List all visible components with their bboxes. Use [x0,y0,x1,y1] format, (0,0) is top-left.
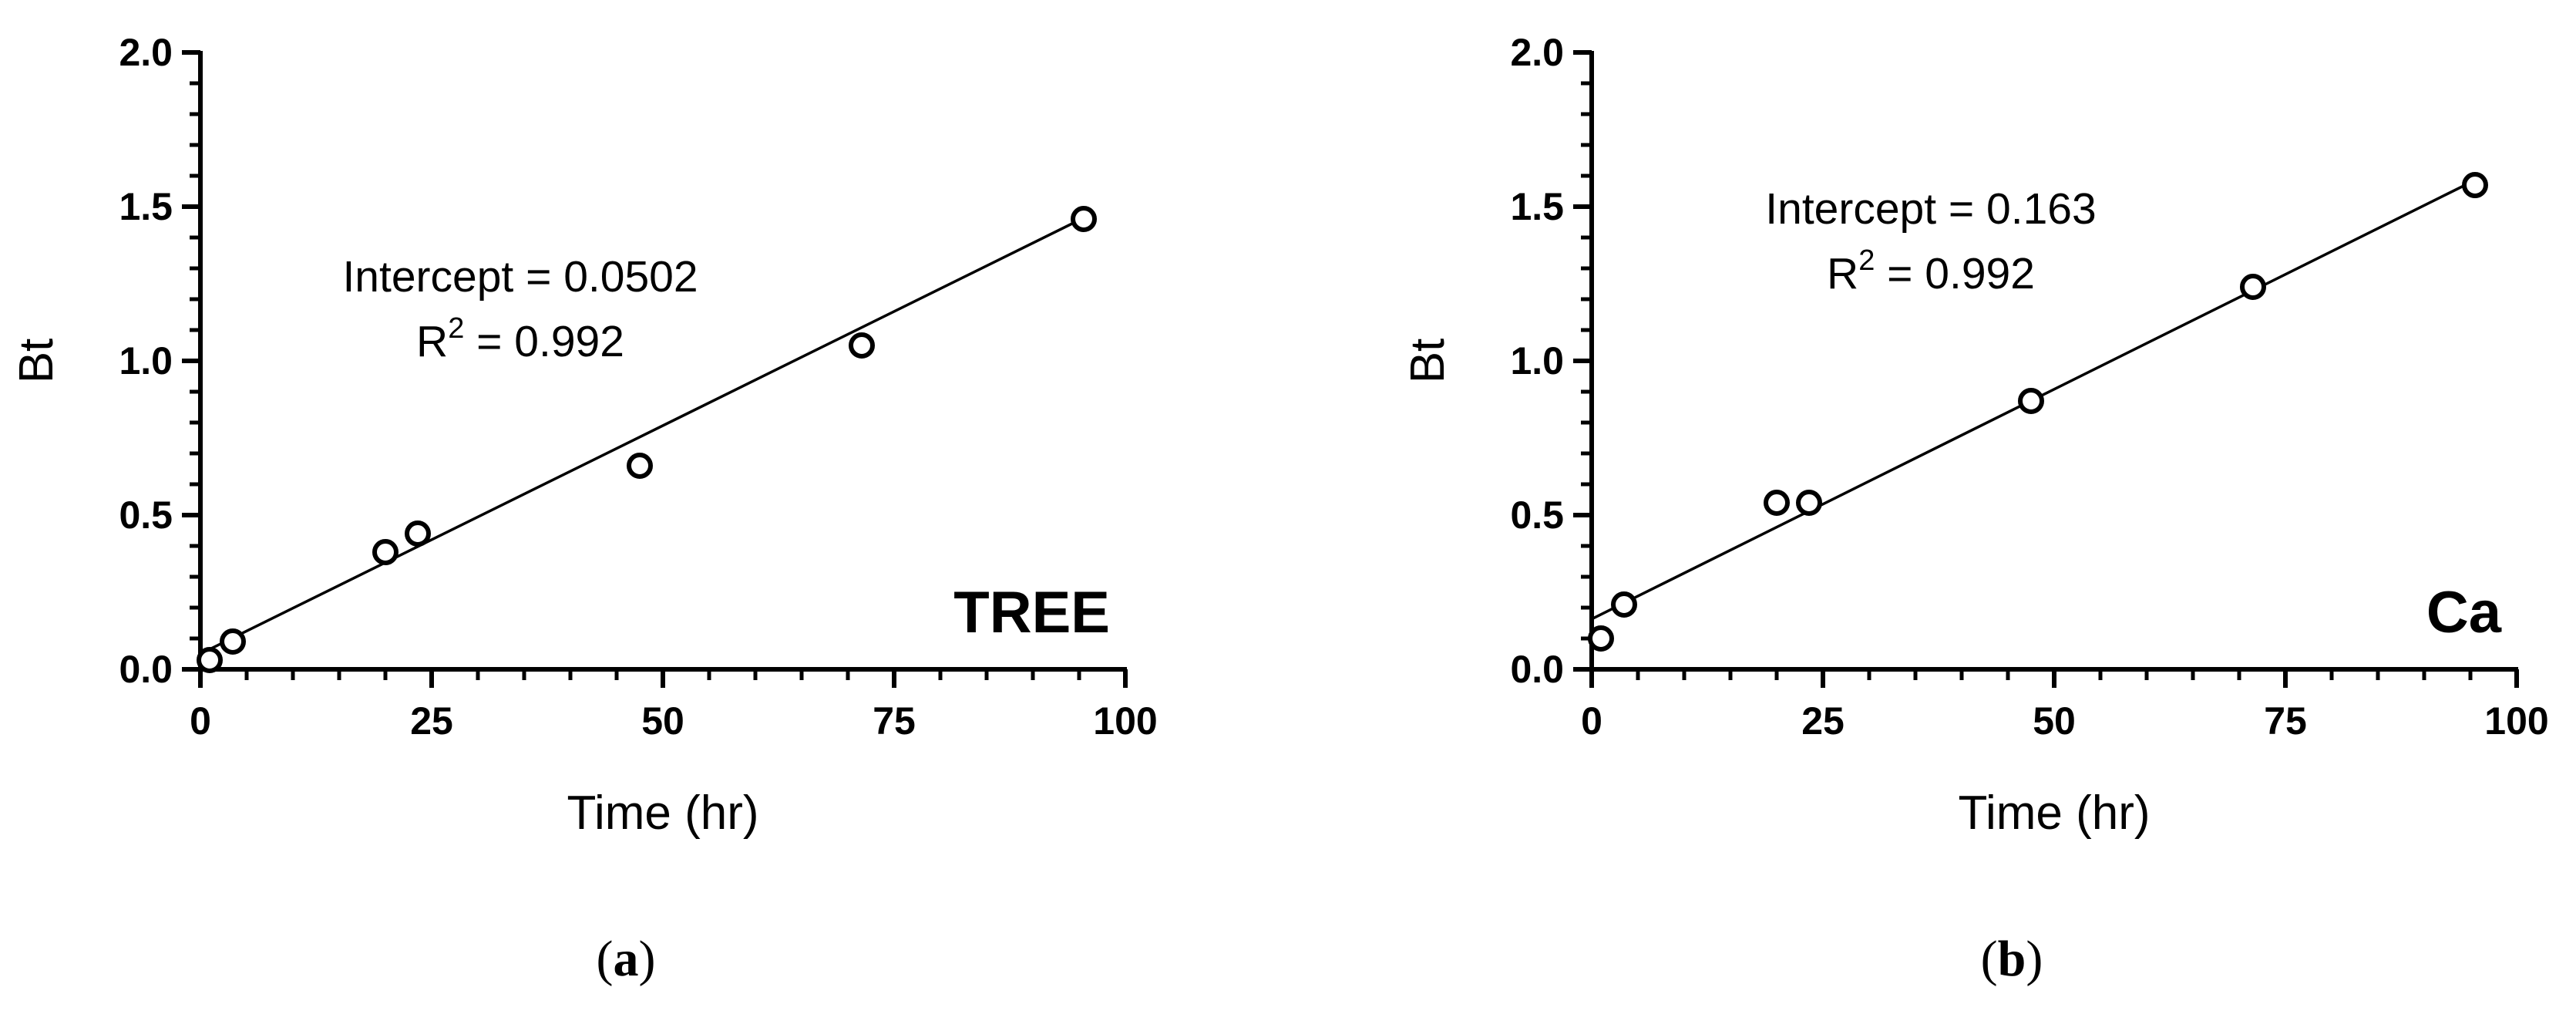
chart-0-data-point [197,647,223,673]
chart-0-x-tick-label: 75 [873,699,916,743]
chart-0-x-axis-title: Time (hr) [567,787,758,840]
chart-0-x-tick-label: 25 [410,699,453,743]
chart-1-caption: (b) [1981,931,2043,987]
chart-1-y-axis-title: Bt [1401,339,1454,384]
chart-0-data-point [627,453,653,479]
chart-0-r2-annotation: R2 = 0.992 [416,312,624,366]
chart-0-intercept-annotation: Intercept = 0.0502 [342,252,698,302]
chart-1-x-tick-label: 100 [2484,699,2548,743]
chart-panel-b: 0.0 0.5 1.0 1.5 2.0 0 25 50 75 100 Time (hr) Bt Inte… [1401,31,2549,987]
chart-0-x-tick-label: 100 [1093,699,1157,743]
chart-panel-a: 0.0 0.5 1.0 1.5 2.0 0 25 50 75 100 Time (hr) Bt Inte… [10,31,1158,987]
chart-0-y-tick-label: 0.5 [119,494,173,537]
chart-1-panel-label: Ca [2426,580,2502,645]
chart-1-y-tick-label: 1.5 [1510,185,1564,228]
chart-0-y-tick-label: 0.0 [119,648,173,691]
chart-0-caption: (a) [597,931,656,987]
chart-0-data-point [220,628,246,655]
chart-1-y-tick-label: 0.0 [1510,648,1564,691]
chart-1-x-tick-label: 75 [2264,699,2307,743]
chart-0-y-tick-label: 2.0 [119,31,173,74]
chart-1-y-tick-label: 0.5 [1510,494,1564,537]
chart-1-data-point [2462,172,2488,198]
chart-1-intercept-annotation: Intercept = 0.163 [1765,184,2096,234]
chart-1-data-point [2240,274,2266,300]
chart-0-y-tick-label: 1.5 [119,185,173,228]
chart-1-data-point [1588,625,1614,652]
chart-0-panel-label: TREE [953,580,1110,645]
chart-0-data-point [372,539,399,565]
chart-1-x-tick-label: 25 [1801,699,1845,743]
chart-1-y-tick-label: 2.0 [1510,31,1564,74]
chart-0-y-axis-title: Bt [10,339,63,384]
chart-1-x-axis-title: Time (hr) [1958,787,2150,840]
chart-1-y-tick-label: 1.0 [1510,339,1564,382]
chart-0-y-tick-label: 1.0 [119,339,173,382]
chart-0-x-tick-label: 50 [641,699,684,743]
chart-0-data-point [1071,206,1097,232]
chart-1-data-point [1796,490,1822,516]
chart-0-x-tick-label: 0 [190,699,211,743]
chart-0-data-point [405,520,431,547]
chart-1-x-tick-label: 50 [2033,699,2076,743]
chart-1-data-point [1764,490,1790,516]
chart-1-data-point [1611,591,1637,618]
chart-1-r2-annotation: R2 = 0.992 [1827,244,2035,298]
chart-1-x-tick-label: 0 [1581,699,1602,743]
chart-0-data-point [849,332,875,359]
chart-1-data-point [2018,388,2044,414]
chart-0-fit-line [200,214,1089,655]
